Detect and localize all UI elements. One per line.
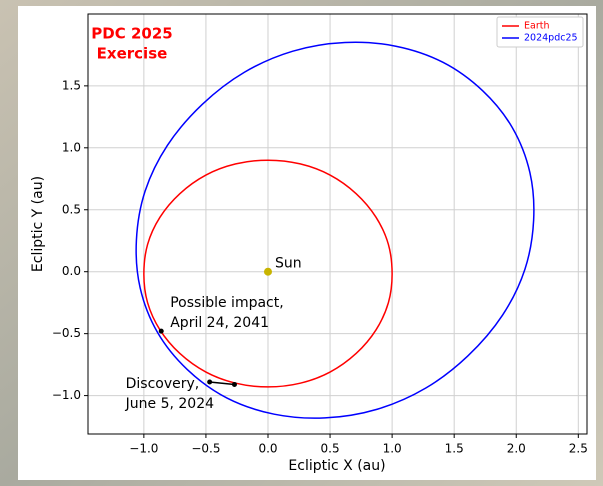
panel: [18, 6, 596, 480]
annotation-label: Discovery,: [126, 376, 200, 392]
annotation-point: [263, 267, 272, 276]
annotation-label: April 24, 2041: [170, 315, 269, 331]
legend-box: [496, 16, 584, 48]
y-axis-label: Ecliptic Y (au): [30, 176, 46, 272]
x-tick-label: 1.5: [445, 442, 464, 456]
annotation-label: June 5, 2024: [125, 396, 214, 412]
chart-title: PDC 2025: [91, 25, 172, 43]
orbit-line: [135, 41, 535, 419]
x-tick-label: 0.5: [321, 442, 340, 456]
y-tick-label: 0.0: [62, 264, 81, 278]
orbit-line: [143, 159, 393, 388]
annotation-segment: [209, 381, 235, 386]
axes-frame: [87, 13, 588, 435]
x-tick-label: 2.0: [507, 442, 526, 456]
annotation-label: Possible impact,: [170, 295, 283, 311]
x-tick-label: −0.5: [191, 442, 220, 456]
annotation-point: [207, 379, 213, 385]
y-tick-label: −1.0: [52, 388, 81, 402]
y-tick-label: 1.5: [62, 78, 81, 92]
y-tick-label: 1.0: [62, 140, 81, 154]
annotation-point: [158, 328, 164, 334]
chart-title: Exercise: [97, 45, 168, 63]
y-tick-label: −0.5: [52, 326, 81, 340]
legend-label: Earth: [524, 21, 549, 32]
x-tick-label: 1.0: [383, 442, 402, 456]
legend-label: 2024pdc25: [524, 33, 578, 44]
x-axis-label: Ecliptic X (au): [288, 458, 385, 474]
x-tick-label: 2.5: [569, 442, 588, 456]
x-tick-label: −1.0: [129, 442, 158, 456]
plot-area: −1.0 −0.5 0.0 0.5 1.0 1.5 2.0 2.5 −1.0 −0.5 0.0 0.5…: [52, 13, 588, 456]
x-tick-label: 0.0: [258, 442, 277, 456]
y-tick-label: 0.5: [62, 202, 81, 216]
annotation-point: [231, 381, 237, 387]
annotation-label: Sun: [275, 256, 302, 272]
